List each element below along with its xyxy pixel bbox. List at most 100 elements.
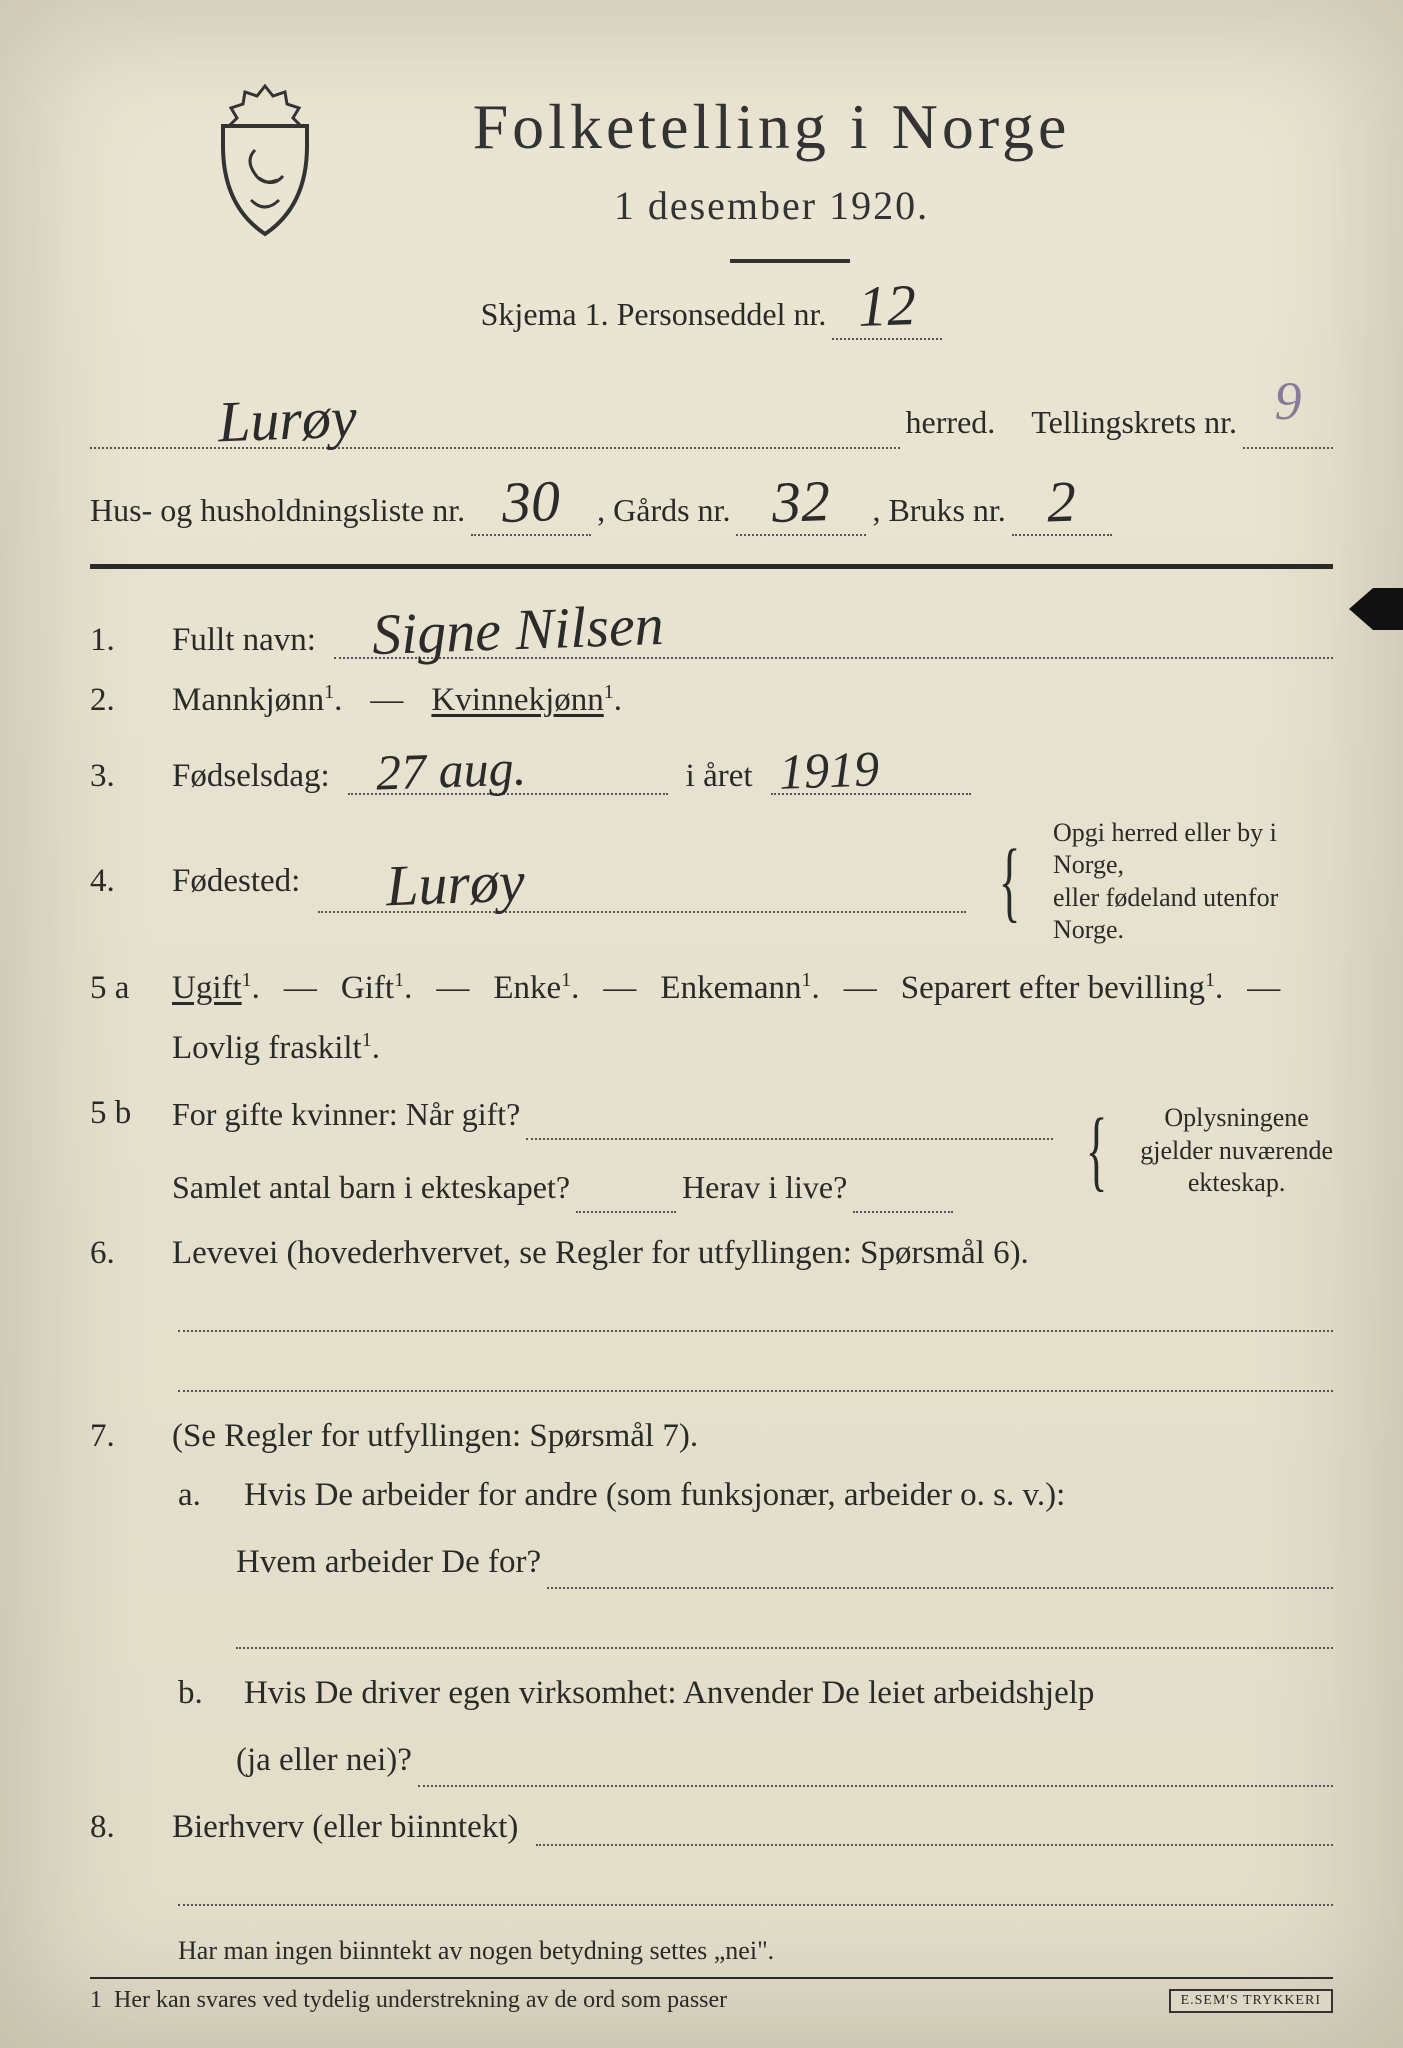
herred-value: Lurøy bbox=[217, 388, 358, 451]
q5b-line1: For gifte kvinner: Når gift? bbox=[172, 1089, 1053, 1140]
q7a: a. Hvis De arbeider for andre (som funks… bbox=[178, 1477, 1333, 1514]
q2-sup1: 1 bbox=[324, 681, 334, 703]
q5a-dash3: — bbox=[603, 970, 636, 1007]
q6-blank-2 bbox=[178, 1358, 1333, 1392]
q5a-d1: . bbox=[252, 970, 260, 1006]
q5a-s6: 1 bbox=[362, 1029, 372, 1051]
q5b-line2: Samlet antal barn i ekteskapet? Herav i … bbox=[172, 1162, 1053, 1213]
q2-kvinne-text: Kvinnekjønn bbox=[431, 682, 603, 718]
q7-num: 7. bbox=[90, 1418, 154, 1455]
q5a-dash2: — bbox=[436, 970, 469, 1007]
tellingskrets-field: 9 bbox=[1243, 358, 1333, 448]
bottom-note: Har man ingen biinntekt av nogen betydni… bbox=[178, 1936, 1333, 1966]
q7a-num: a. bbox=[178, 1477, 226, 1514]
page-subtitle: 1 desember 1920. bbox=[210, 182, 1333, 229]
q6: 6. Levevei (hovederhvervet, se Regler fo… bbox=[90, 1235, 1333, 1272]
q4-num: 4. bbox=[90, 863, 154, 900]
q5a-ugift: Ugift1. bbox=[172, 969, 260, 1007]
hus-nr-value: 30 bbox=[501, 472, 561, 532]
q5a-enkemann-text: Enkemann bbox=[660, 970, 801, 1006]
hus-label: Hus- og husholdningsliste nr. bbox=[90, 485, 465, 536]
q2-dot1: . bbox=[334, 682, 342, 718]
q5a-s4: 1 bbox=[802, 969, 812, 991]
q5a-gift: Gift1. bbox=[341, 969, 412, 1007]
q1-field: Signe Nilsen bbox=[334, 597, 1333, 659]
q7: 7. (Se Regler for utfyllingen: Spørsmål … bbox=[90, 1418, 1333, 1455]
q7-text: (Se Regler for utfyllingen: Spørsmål 7). bbox=[172, 1418, 698, 1455]
q7a-line1: Hvis De arbeider for andre (som funksjon… bbox=[244, 1477, 1065, 1514]
q5b-num: 5 b bbox=[90, 1095, 154, 1132]
q5b-l2-label2: Herav i live? bbox=[682, 1162, 847, 1213]
personseddel-nr-field: 12 bbox=[832, 273, 942, 340]
q3-mid: i året bbox=[686, 758, 753, 795]
q5b-body: For gifte kvinner: Når gift? Samlet anta… bbox=[172, 1089, 1053, 1213]
crest-svg bbox=[205, 80, 325, 240]
meta-row-2: Lurøy herred. Tellingskrets nr. 9 bbox=[90, 358, 1333, 448]
q5b-brace-icon: { bbox=[1086, 1115, 1108, 1187]
q8: 8. Bierhverv (eller biinntekt) bbox=[90, 1809, 1333, 1846]
q4-brace-icon: { bbox=[999, 846, 1021, 918]
q1-label: Fullt navn: bbox=[172, 622, 316, 659]
footnote-left: 1 Her kan svares ved tydelig understrekn… bbox=[90, 1987, 727, 2014]
printer-mark: E.SEM'S TRYKKERI bbox=[1169, 1989, 1333, 2013]
q5b-l1-label: For gifte kvinner: Når gift? bbox=[172, 1089, 520, 1140]
q5a-enke-text: Enke bbox=[493, 970, 561, 1006]
gards-label: , Gårds nr. bbox=[597, 485, 730, 536]
q7b-field bbox=[418, 1757, 1333, 1787]
q5a-dash4: — bbox=[844, 970, 877, 1007]
q5a-separert-text: Separert efter bevilling bbox=[901, 970, 1205, 1006]
tellingskrets-value: 9 bbox=[1275, 371, 1302, 431]
q7b: b. Hvis De driver egen virksomhet: Anven… bbox=[178, 1675, 1333, 1712]
q5b-note-3: ekteskap. bbox=[1188, 1168, 1285, 1197]
personseddel-nr-value: 12 bbox=[857, 276, 917, 336]
q5a-dash1: — bbox=[284, 970, 317, 1007]
meta-row-1: Skjema 1. Personseddel nr. 12 bbox=[90, 273, 1333, 340]
q5a-d2: . bbox=[404, 970, 412, 1006]
q5a-fraskilt-text: Lovlig fraskilt bbox=[172, 1030, 362, 1066]
meta-row-3: Hus- og husholdningsliste nr. 30 , Gårds… bbox=[90, 469, 1333, 536]
edge-notch bbox=[1349, 588, 1403, 630]
q5a-ugift-text: Ugift bbox=[172, 970, 242, 1006]
q8-num: 8. bbox=[90, 1809, 154, 1846]
q7a-line2-label: Hvem arbeider De for? bbox=[236, 1536, 541, 1589]
tellingskrets-label: Tellingskrets nr. bbox=[1031, 397, 1237, 448]
q7b-num: b. bbox=[178, 1675, 226, 1712]
q5b-l2-label1: Samlet antal barn i ekteskapet? bbox=[172, 1162, 570, 1213]
q8-blank bbox=[178, 1872, 1333, 1906]
q2-num: 2. bbox=[90, 682, 154, 719]
q5a-s3: 1 bbox=[561, 969, 571, 991]
title-divider bbox=[730, 259, 850, 263]
q4-label: Fødested: bbox=[172, 863, 300, 900]
q8-field bbox=[536, 1816, 1333, 1846]
document-page: Folketelling i Norge 1 desember 1920. Sk… bbox=[0, 0, 1403, 2048]
herred-label: herred. bbox=[906, 397, 996, 448]
q5b-note: Oplysningene gjelder nuværende ekteskap. bbox=[1140, 1102, 1333, 1200]
q7a-blank bbox=[236, 1615, 1333, 1649]
q5a-dash5: — bbox=[1247, 970, 1280, 1007]
bruks-label: , Bruks nr. bbox=[872, 485, 1005, 536]
q5a-separert: Separert efter bevilling1. bbox=[901, 969, 1223, 1007]
q3-num: 3. bbox=[90, 758, 154, 795]
q6-blank-1 bbox=[178, 1298, 1333, 1332]
q5a: 5 a Ugift1. — Gift1. — Enke1. — Enkemann… bbox=[90, 969, 1333, 1007]
q2-mann: Mannkjønn1. bbox=[172, 681, 342, 719]
q7a-field bbox=[547, 1559, 1333, 1589]
q1-num: 1. bbox=[90, 622, 154, 659]
footnote-text: Her kan svares ved tydelig understreknin… bbox=[114, 1987, 727, 2014]
bruks-nr-field: 2 bbox=[1012, 469, 1112, 536]
herred-field: Lurøy bbox=[90, 387, 900, 449]
q5b-note-2: gjelder nuværende bbox=[1140, 1136, 1333, 1165]
q5a-s5: 1 bbox=[1205, 969, 1215, 991]
q5b-l2-field2 bbox=[853, 1183, 953, 1213]
q3-day-field: 27 aug. bbox=[348, 741, 668, 795]
q7b-line2-label: (ja eller nei)? bbox=[236, 1734, 412, 1787]
q5a-s2: 1 bbox=[394, 969, 404, 991]
q8-label: Bierhverv (eller biinntekt) bbox=[172, 1809, 518, 1846]
q7b-line1: Hvis De driver egen virksomhet: Anvender… bbox=[244, 1675, 1094, 1712]
q5b: 5 b For gifte kvinner: Når gift? Samlet … bbox=[90, 1089, 1333, 1213]
q2-dash: — bbox=[370, 682, 403, 719]
hus-nr-field: 30 bbox=[471, 469, 591, 536]
q4-note-2: eller fødeland utenfor Norge. bbox=[1053, 883, 1278, 945]
q5a-gift-text: Gift bbox=[341, 970, 394, 1006]
q4-value: Lurøy bbox=[385, 852, 526, 915]
